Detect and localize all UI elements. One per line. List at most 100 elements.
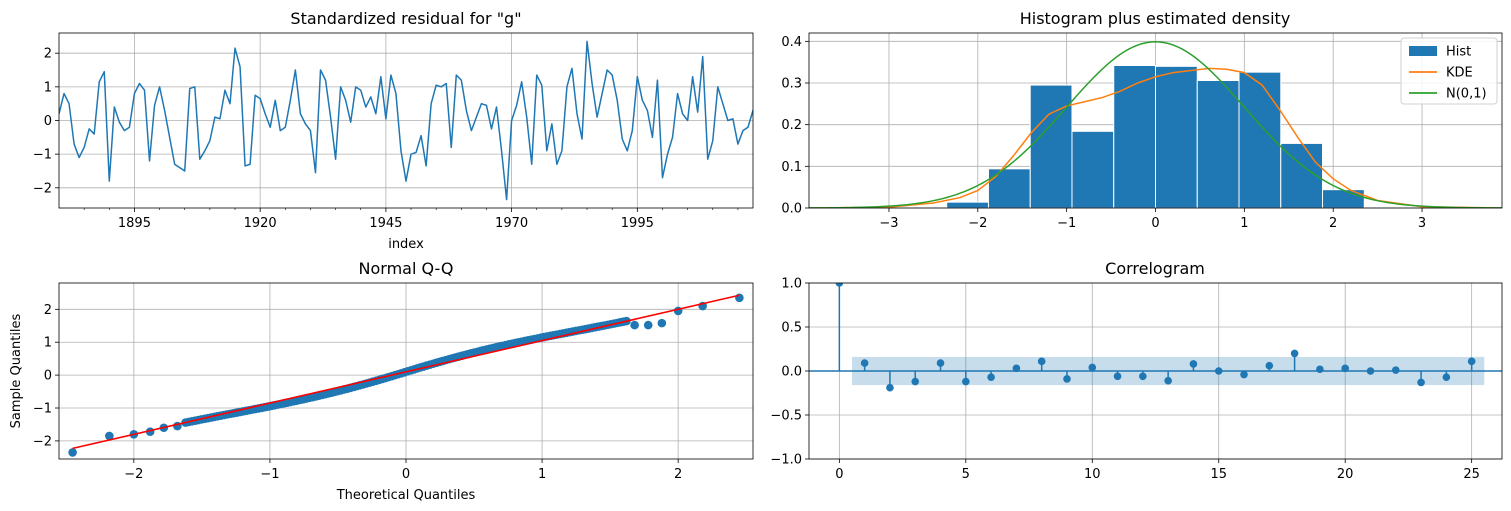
hist-xtick-label: 1 (1240, 216, 1248, 231)
acf-xtick-label: 5 (962, 467, 970, 482)
residual-title: Standardized residual for "g" (290, 9, 521, 28)
resid-ytick-label: −2 (33, 181, 52, 196)
qq-point (643, 320, 653, 330)
acf-marker (1189, 360, 1198, 368)
correlogram-title: Correlogram (1105, 259, 1205, 278)
qq-ytick-label: 0 (44, 369, 52, 384)
acf-marker (1139, 372, 1147, 381)
histogram-bar (946, 201, 989, 208)
qq-reference-line (72, 294, 740, 450)
qq-plot-area (68, 293, 744, 457)
acf-ytick-label: 1.0 (781, 277, 802, 292)
acf-marker (1341, 364, 1349, 373)
acf-marker (1088, 363, 1097, 372)
histogram-bar (1071, 130, 1115, 208)
kde-line (809, 67, 1502, 208)
histogram-title: Histogram plus estimated density (1020, 9, 1291, 28)
resid-xtick-label: 1995 (621, 216, 654, 231)
acf-marker (936, 359, 945, 367)
qq-ytick-label: 1 (44, 336, 52, 351)
legend-label: KDE (1446, 66, 1473, 81)
histogram-bar (1029, 84, 1073, 208)
hist-ytick-label: 0.2 (781, 118, 802, 133)
legend-swatch-hist (1409, 46, 1437, 56)
qq-point (105, 431, 114, 441)
hist-ytick-label: 0.0 (781, 202, 802, 217)
acf-marker (860, 359, 869, 367)
qq-xtick-label: 0 (402, 467, 410, 482)
qq-title: Normal Q-Q (359, 259, 454, 278)
acf-marker (886, 383, 894, 392)
qq-ytick-label: −1 (33, 402, 52, 417)
acf-marker (1417, 378, 1425, 387)
hist-xtick-label: −1 (1057, 216, 1076, 231)
acf-marker (1164, 376, 1172, 385)
qq-point (630, 320, 639, 330)
legend-label: Hist (1446, 45, 1471, 60)
qq-point (657, 318, 667, 328)
acf-marker (1316, 365, 1324, 374)
qq-ytick-label: −2 (33, 434, 52, 449)
hist-ytick-label: 0.1 (781, 160, 802, 175)
hist-xtick-label: 3 (1418, 216, 1426, 231)
residual-axes-frame (58, 32, 754, 209)
acf-xtick-label: 20 (1337, 467, 1354, 482)
qq-xtick-label: 1 (538, 467, 546, 482)
acf-ytick-label: −0.5 (770, 409, 802, 424)
acf-marker (987, 373, 995, 381)
hist-xtick-label: 2 (1329, 216, 1337, 231)
acf-marker (1366, 367, 1375, 375)
resid-xtick-label: 1895 (118, 216, 151, 231)
acf-marker (1037, 357, 1046, 366)
qq-point (735, 293, 744, 303)
acf-xtick-label: 15 (1210, 467, 1227, 482)
resid-plot-area (59, 40, 753, 201)
hist-ytick-label: 0.3 (781, 77, 802, 92)
histogram-panel: Histogram plus estimated density −3 −2 −1 0… (781, 9, 1503, 231)
histogram-bar (1196, 80, 1240, 208)
hist-xtick-label: 0 (1151, 216, 1159, 231)
acf-ytick-label: 0.0 (781, 365, 802, 380)
qq-ylabel: Sample Quantiles (9, 313, 24, 428)
qq-ytick-label: 2 (44, 303, 52, 318)
resid-ytick-label: 1 (44, 80, 52, 95)
qq-axes-frame (58, 282, 754, 460)
residual-series-line (59, 40, 753, 201)
residual-xlabel: index (388, 237, 424, 252)
histogram-axes-frame (808, 32, 1503, 209)
correlogram-axes-frame (808, 282, 1503, 460)
hist-xtick-label: −3 (879, 216, 898, 231)
acf-plot-area (809, 283, 1502, 392)
hist-plot-area (809, 41, 1502, 208)
acf-marker (911, 377, 920, 386)
acf-marker (1113, 372, 1122, 381)
qq-xtick-label: −1 (260, 467, 279, 482)
acf-marker (1265, 361, 1274, 370)
histogram-bar (1155, 65, 1198, 208)
acf-marker (1214, 367, 1223, 375)
qq-xtick-label: −2 (124, 467, 143, 482)
hist-xtick-label: −2 (968, 216, 987, 231)
legend-label: N(0,1) (1446, 87, 1487, 102)
acf-marker (1467, 357, 1476, 366)
acf-marker (1391, 366, 1400, 374)
acf-marker (1442, 373, 1451, 381)
resid-ytick-label: −1 (33, 148, 52, 163)
resid-ytick-label: 2 (44, 47, 52, 62)
normal-line (809, 41, 1502, 208)
qq-xtick-label: 2 (674, 467, 682, 482)
histogram-bar (1113, 65, 1156, 208)
acf-marker (1063, 375, 1071, 383)
acf-marker (962, 377, 970, 386)
acf-xtick-label: 0 (835, 467, 843, 482)
acf-ytick-label: −1.0 (770, 453, 802, 468)
acf-marker (835, 283, 844, 287)
hist-ytick-label: 0.4 (781, 35, 802, 50)
acf-ytick-label: 0.5 (781, 321, 802, 336)
acf-xtick-label: 25 (1463, 467, 1480, 482)
acf-marker (1240, 370, 1248, 379)
residual-panel: Standardized residual for "g" index 1895… (33, 9, 754, 252)
resid-ytick-label: 0 (44, 114, 52, 129)
resid-xtick-label: 1970 (495, 216, 528, 231)
